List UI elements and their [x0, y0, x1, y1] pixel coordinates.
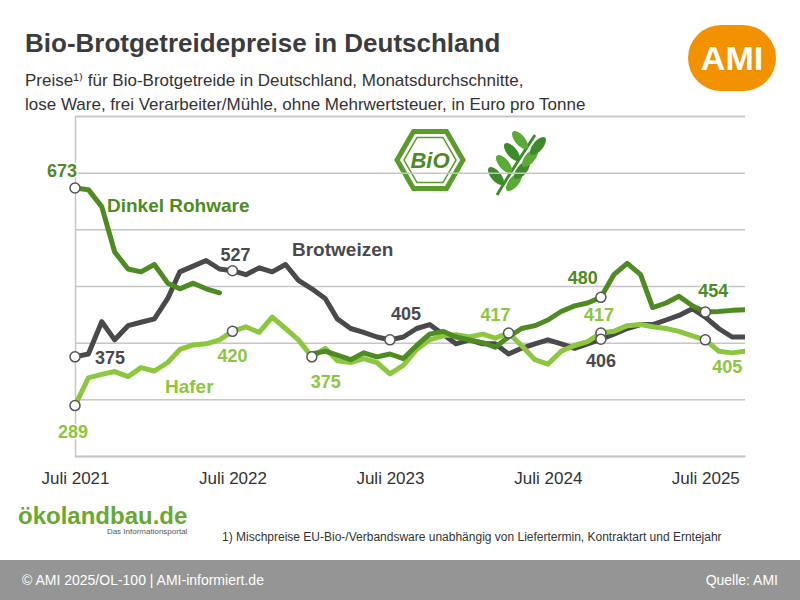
grid-line	[75, 116, 745, 118]
y-tick	[75, 399, 745, 400]
title: Bio-Brotgetreidepreise in Deutschland	[25, 28, 500, 58]
source: Quelle: AMI	[706, 572, 778, 588]
wheat-grain	[509, 128, 531, 151]
series-line	[75, 317, 745, 405]
grid-line	[75, 456, 745, 458]
y-tick	[75, 116, 745, 117]
x-tick: Juli 2025	[672, 456, 740, 488]
y-axis	[75, 117, 745, 457]
series-label: Brotweizen	[292, 239, 393, 260]
value-label: 417	[481, 305, 511, 325]
chart-svg: Bio-Brotgetreidepreise in Deutschland Pre…	[0, 0, 800, 600]
point-marker	[70, 183, 80, 193]
point-marker	[227, 266, 237, 276]
x-tick-label: Juli 2022	[199, 469, 267, 488]
brand-tagline: Das Informationsportal	[107, 527, 188, 536]
point-marker	[504, 328, 514, 338]
value-label: 375	[311, 372, 341, 392]
x-axis-line	[76, 456, 746, 458]
x-tick: Juli 2023	[356, 456, 424, 488]
point-marker	[596, 334, 606, 344]
point-marker	[227, 326, 237, 336]
x-axis: Juli 2021 Juli 2022 Juli 2023 Juli 2024 Juli…	[41, 456, 745, 488]
footnote: 1) Mischpreise EU-Bio-/Verbandsware unab…	[222, 530, 722, 544]
x-tick-label: Juli 2021	[41, 469, 109, 488]
y-tick	[75, 343, 745, 344]
chart-container: Bio-Brotgetreidepreise in Deutschland Pre…	[0, 0, 800, 600]
value-label: 375	[95, 348, 125, 368]
x-tick: Juli 2022	[199, 456, 267, 488]
value-label: 527	[220, 245, 250, 265]
logo-text: AMI	[701, 39, 763, 77]
x-tick-label: Juli 2023	[356, 469, 424, 488]
value-label: 417	[584, 305, 614, 325]
bio-badge: BiO	[397, 131, 463, 188]
badge-text: BiO	[410, 148, 449, 173]
value-label: 406	[586, 351, 616, 371]
badge-inner	[404, 137, 456, 182]
footer-band	[0, 560, 800, 600]
copyright: © AMI 2025/OL-100 | AMI-informiert.de	[22, 572, 264, 588]
point-marker	[385, 335, 395, 345]
y-axis-line	[76, 117, 746, 457]
series-line	[312, 263, 745, 359]
series-line	[75, 261, 745, 357]
subtitle: lose Ware, frei Verarbeiter/Mühle, ohne …	[25, 95, 585, 114]
value-label: 480	[568, 268, 598, 288]
subtitle: Preise¹⁾ für Bio-Brotgetreide in Deutsch…	[25, 71, 523, 90]
value-label: 420	[217, 346, 247, 366]
series-label: Dinkel Rohware	[107, 195, 250, 216]
point-marker	[70, 401, 80, 411]
background	[0, 0, 800, 600]
brand-name: ökolandbau.de	[18, 502, 187, 529]
point-marker	[70, 352, 80, 362]
x-tick-label: Juli 2025	[672, 469, 740, 488]
point-marker	[307, 352, 317, 362]
grid-line	[75, 399, 745, 401]
series-label: Hafer	[165, 376, 214, 397]
wheat-icon	[485, 128, 549, 195]
point-marker	[596, 292, 606, 302]
value-label: 289	[58, 422, 88, 442]
logo: AMI	[688, 25, 776, 91]
x-tick-label: Juli 2024	[514, 469, 582, 488]
value-label: 405	[712, 357, 742, 377]
value-label: 673	[47, 161, 77, 181]
y-tick	[75, 229, 745, 230]
y-tick	[75, 456, 745, 457]
point-marker	[700, 307, 710, 317]
logo-shape	[688, 25, 776, 91]
x-tick: Juli 2024	[514, 456, 582, 488]
x-tick: Juli 2021	[41, 456, 109, 488]
plot-lines	[75, 188, 745, 406]
annotation-labels: 673 375 289 527 420 375 405 417 480 417 406 454 405	[47, 161, 742, 442]
grid-line	[75, 342, 745, 344]
grid-line	[75, 172, 745, 174]
annotation-markers	[70, 183, 710, 411]
value-label: 405	[391, 304, 421, 324]
wheat-grain	[527, 134, 549, 157]
badge-outline	[397, 131, 463, 188]
point-marker	[700, 335, 710, 345]
y-tick	[75, 173, 745, 174]
value-label: 454	[698, 281, 728, 301]
grid-line	[75, 229, 745, 231]
